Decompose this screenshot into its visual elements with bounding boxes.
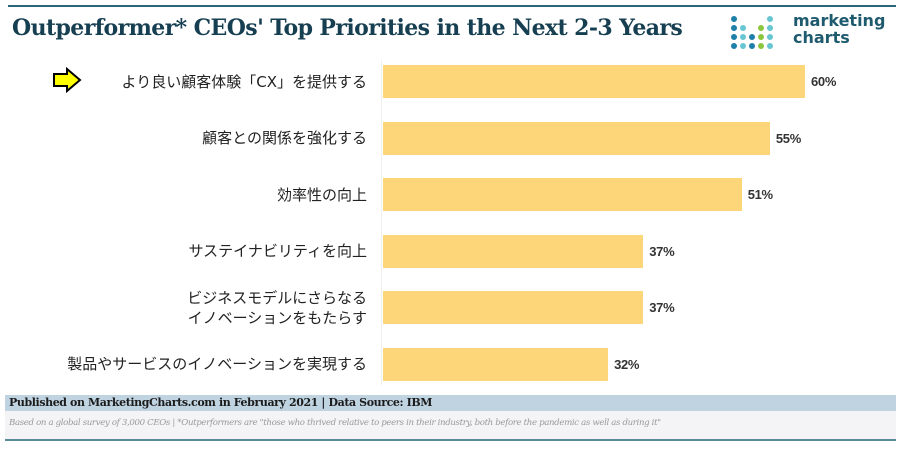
logo-text-line1: marketing: [793, 11, 886, 30]
category-label: 製品やサービスのイノベーションを実現する: [67, 354, 367, 374]
logo-dot: [758, 43, 764, 49]
value-label: 37%: [649, 243, 675, 259]
logo-dots-icon: [731, 14, 787, 54]
logo-dot: [749, 43, 755, 49]
logo-dot: [767, 34, 773, 40]
bar: [383, 178, 742, 211]
logo-dot: [731, 43, 737, 49]
logo-dot: [767, 43, 773, 49]
top-rule: [8, 5, 896, 7]
category-label-line: より良い顧客体験「CX」を提供する: [121, 72, 367, 91]
bar: [383, 234, 644, 268]
bar: [383, 121, 770, 155]
category-axis-line: [381, 60, 382, 385]
category-label: より良い顧客体験「CX」を提供する: [122, 72, 367, 92]
logo-dot: [731, 16, 737, 22]
category-label: ビジネスモデルにさらなる イノベーションをもたらす: [187, 288, 367, 328]
category-label-line: サステイナビリティを向上: [188, 242, 367, 260]
value-label: 55%: [775, 130, 801, 146]
logo-dot: [731, 34, 737, 40]
category-label: サステイナビリティを向上: [188, 241, 367, 261]
logo-dot: [749, 34, 755, 40]
logo-dot: [740, 25, 746, 31]
category-label-line: ビジネスモデルにさらなる: [187, 288, 367, 307]
category-label-line: 顧客との関係を強化する: [202, 129, 367, 147]
value-label: 32%: [614, 356, 640, 372]
category-label: 効率性の向上: [277, 185, 367, 205]
logo-dot: [767, 25, 773, 31]
logo-dot: [758, 25, 764, 31]
footnote-area: Based on a global survey of 3,000 CEOs |…: [5, 411, 896, 439]
bar: [383, 291, 644, 324]
footnote-text: Based on a global survey of 3,000 CEOs |…: [9, 418, 661, 428]
category-label-line: イノベーションをもたらす: [187, 308, 367, 327]
bar: [383, 347, 609, 381]
value-label: 60%: [811, 74, 837, 89]
category-label-line: 製品やサービスのイノベーションを実現する: [67, 355, 367, 373]
bar: [383, 65, 805, 98]
logo-dot: [731, 25, 737, 31]
category-label-line: 効率性の向上: [276, 185, 367, 204]
logo-dot: [740, 34, 746, 40]
highlight-arrow-icon: [53, 67, 82, 93]
category-label: 顧客との関係を強化する: [202, 128, 367, 148]
logo-dot: [758, 34, 764, 40]
published-bar: Published on MarketingCharts.com in Febr…: [5, 395, 896, 411]
logo-dot: [740, 43, 746, 49]
value-label: 37%: [649, 300, 675, 315]
marketingcharts-logo: marketing charts: [731, 12, 901, 54]
chart-title: Outperformer* CEOs' Top Priorities in th…: [12, 15, 683, 41]
logo-dot: [767, 16, 773, 22]
logo-text-line2: charts: [793, 28, 850, 47]
bar-chart: より良い顧客体験「CX」を提供する 60% 顧客との関係を強化する 55% 効率性の向上…: [0, 55, 904, 390]
published-text: Published on MarketingCharts.com in Febr…: [9, 396, 433, 409]
logo-text: marketing charts: [793, 12, 885, 46]
bottom-rule: [5, 439, 896, 441]
value-label: 51%: [747, 187, 773, 202]
